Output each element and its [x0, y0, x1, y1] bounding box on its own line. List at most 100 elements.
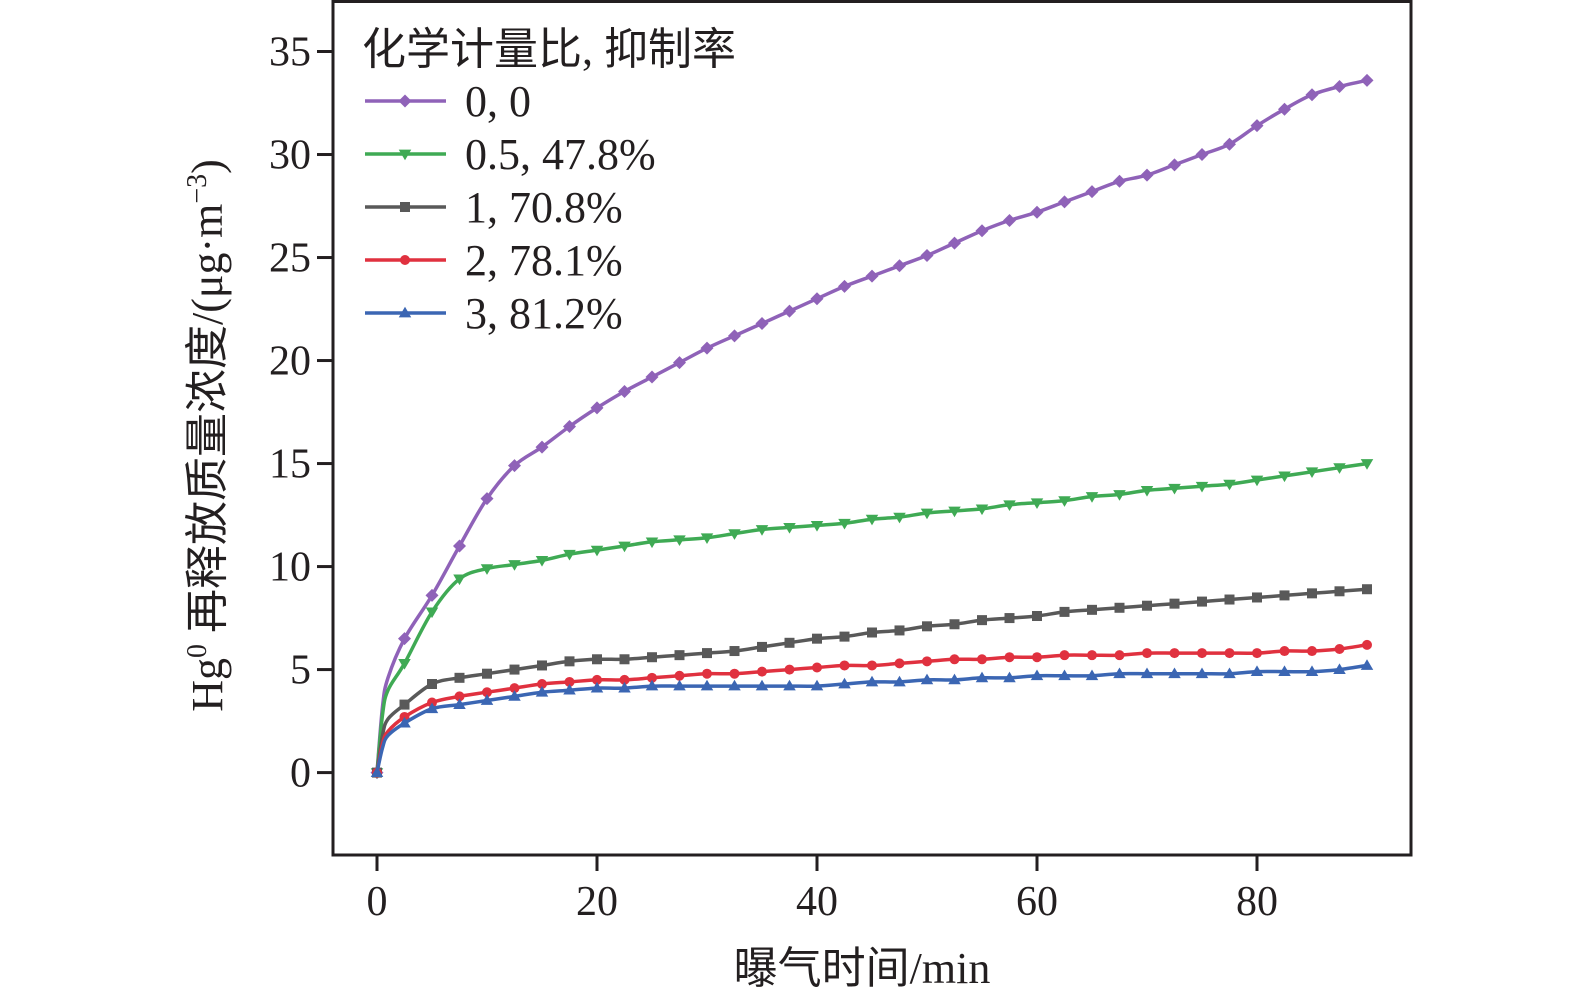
data-point	[1168, 158, 1181, 172]
data-point	[1140, 168, 1154, 182]
y-tick-label: 20	[269, 339, 311, 385]
data-point	[757, 641, 767, 652]
axis-layer: 0 20 40 60 80 0 5 10 15 20 25 30 35	[269, 30, 1278, 925]
data-point	[839, 631, 850, 642]
data-point	[1087, 604, 1097, 615]
legend-swatch-marker	[400, 255, 410, 265]
data-point	[755, 679, 769, 691]
data-point	[482, 668, 492, 679]
data-point	[810, 520, 824, 532]
data-point	[453, 574, 466, 586]
data-point	[537, 679, 547, 689]
data-point	[757, 666, 767, 677]
data-point	[1278, 102, 1291, 116]
data-point	[1058, 195, 1071, 209]
data-point	[1140, 667, 1154, 679]
data-point	[1278, 471, 1291, 483]
data-point	[1085, 185, 1099, 199]
data-point	[509, 664, 520, 675]
data-point	[427, 679, 437, 689]
y-tick-label: 35	[269, 30, 311, 76]
data-point	[838, 677, 851, 689]
legend-item-5: 3, 81.2%	[365, 289, 623, 338]
data-point	[783, 304, 796, 318]
data-point	[755, 316, 769, 330]
series-5	[370, 659, 1374, 777]
data-point	[1059, 606, 1070, 617]
data-point	[1224, 648, 1235, 659]
data-point	[1113, 174, 1126, 188]
data-point	[1360, 73, 1374, 87]
data-point	[893, 259, 906, 273]
data-point	[1195, 667, 1209, 679]
data-point	[454, 691, 465, 702]
series-3	[372, 584, 1372, 778]
data-point	[700, 679, 714, 691]
data-point	[370, 766, 384, 777]
data-point	[1250, 475, 1264, 487]
data-point	[1114, 650, 1125, 661]
series-1	[370, 73, 1374, 780]
data-point	[1140, 485, 1154, 497]
y-tick-label: 5	[290, 648, 311, 694]
data-point	[674, 670, 685, 681]
series-layer	[370, 73, 1374, 780]
data-point	[1250, 665, 1264, 677]
data-point	[975, 671, 989, 683]
data-point	[702, 648, 712, 659]
data-point	[618, 541, 631, 553]
data-point	[728, 329, 741, 343]
data-point	[645, 370, 659, 384]
y-axis-title-unit-sup: −3	[182, 174, 213, 204]
data-point	[563, 683, 576, 695]
data-point	[865, 514, 879, 526]
data-point	[480, 492, 494, 506]
data-point	[508, 690, 521, 701]
series-line	[375, 461, 1368, 773]
data-point	[480, 694, 494, 705]
data-point	[1223, 667, 1236, 679]
data-point	[592, 674, 602, 685]
data-point	[1252, 648, 1262, 659]
data-point	[867, 660, 877, 671]
y-axis-title-prefix: Hg	[183, 658, 232, 712]
data-point	[729, 668, 740, 679]
data-point	[975, 224, 989, 238]
y-tick-label: 25	[269, 236, 311, 282]
data-point	[647, 652, 657, 663]
data-point	[920, 673, 934, 685]
y-tick-label: 0	[290, 751, 311, 797]
data-point	[1085, 492, 1099, 503]
data-point	[1032, 611, 1042, 622]
legend-label: 0.5, 47.8%	[465, 130, 656, 179]
data-point	[838, 279, 851, 293]
data-point	[975, 504, 989, 516]
data-point	[1113, 667, 1126, 679]
data-point	[453, 539, 466, 553]
data-point	[839, 660, 850, 671]
data-point	[977, 615, 987, 626]
data-point	[1169, 648, 1180, 659]
legend-item-2: 0.5, 47.8%	[365, 130, 656, 179]
data-point	[454, 672, 465, 683]
legend-label: 2, 78.1%	[465, 236, 623, 285]
data-point	[618, 681, 631, 693]
data-point	[1113, 490, 1126, 501]
data-point	[1032, 652, 1042, 663]
legend-label: 1, 70.8%	[465, 183, 623, 232]
data-point	[592, 654, 602, 665]
data-point	[590, 545, 604, 557]
y-axis-title-suffix: )	[183, 159, 232, 174]
data-point	[893, 512, 906, 524]
data-point	[728, 529, 741, 540]
data-point	[1058, 496, 1071, 507]
data-point	[810, 292, 824, 306]
data-point	[1168, 483, 1181, 495]
data-point	[1333, 80, 1346, 94]
data-point	[1362, 639, 1372, 650]
data-point	[673, 679, 686, 691]
data-point	[673, 356, 686, 370]
data-point	[1305, 88, 1319, 102]
data-point	[1333, 663, 1346, 674]
